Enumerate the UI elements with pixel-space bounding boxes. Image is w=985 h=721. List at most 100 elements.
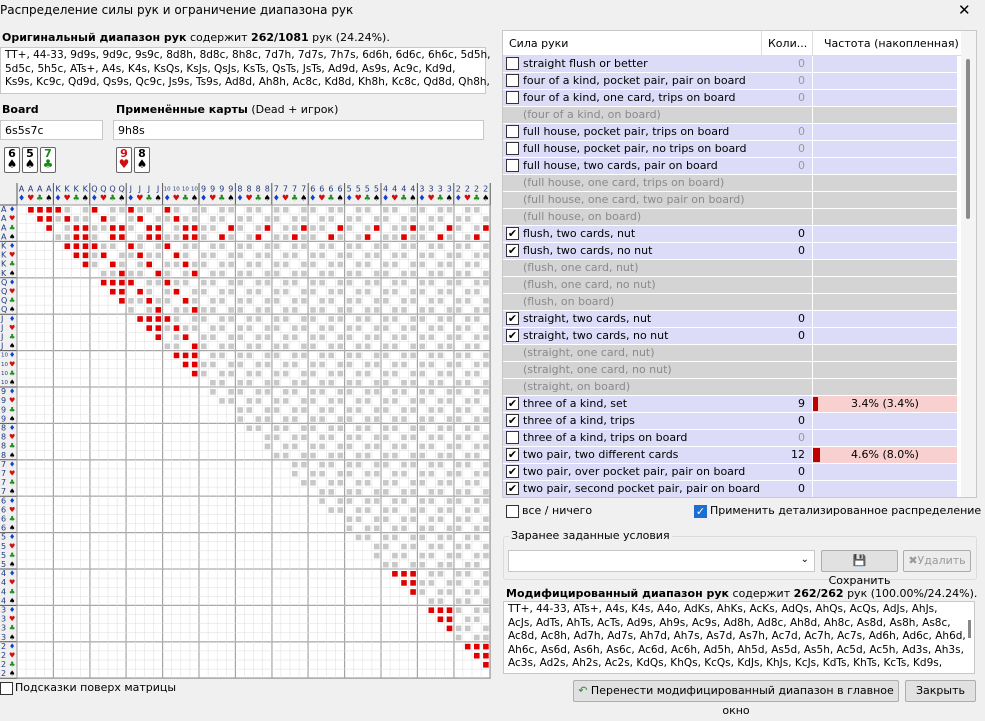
col-suit: ♠ [409, 194, 416, 203]
matrix-cell [282, 334, 289, 340]
matrix-cell [355, 261, 362, 268]
checkbox[interactable] [506, 125, 519, 138]
matrix-cell [210, 270, 216, 277]
matrix-cell [410, 507, 416, 513]
matrix-cell [210, 325, 216, 331]
checkbox[interactable]: ✔ [506, 244, 519, 257]
matrix-cell [301, 316, 307, 322]
matrix-cell [173, 216, 180, 222]
delete-button[interactable]: ✖Удалить [903, 550, 971, 572]
matrix-cell [301, 288, 307, 295]
matrix-cell [237, 243, 243, 249]
matrix-cell [292, 407, 298, 413]
label: Применённые карты [116, 103, 248, 116]
row-label: straight, two cards, nut [523, 312, 652, 325]
matrix-cell [419, 361, 425, 368]
matrix-cell [392, 443, 398, 450]
board-input[interactable]: 6s5s7c [0, 120, 103, 140]
row-label: three of a kind, trips [523, 414, 635, 427]
checkbox[interactable]: ✔ [506, 465, 519, 478]
row-rank: 5 [1, 551, 6, 560]
checkbox[interactable]: ✔ [506, 448, 519, 461]
checkbox[interactable]: ✔ [506, 397, 519, 410]
matrix-cell [337, 425, 344, 431]
matrix-cell [428, 525, 435, 532]
matrix-cell [464, 352, 471, 359]
matrix-cell [292, 243, 298, 249]
matrix-cell [483, 607, 489, 613]
matrix-cell [201, 316, 207, 322]
matrix-cell [191, 288, 198, 295]
card[interactable]: 6 ♠ [4, 147, 20, 173]
checkbox[interactable] [506, 91, 519, 104]
matrix-cell [301, 216, 307, 222]
row-rank: 4 [1, 569, 6, 578]
checkbox[interactable]: ✔ [506, 312, 519, 325]
scroll-thumb[interactable] [966, 59, 970, 219]
scrollbar[interactable] [961, 31, 976, 497]
matrix-cell [228, 334, 234, 340]
card[interactable]: 7 ♣ [40, 147, 56, 173]
matrix-cell [110, 225, 116, 231]
matrix-cell [419, 252, 425, 259]
row-rank: K [1, 260, 7, 269]
matrix-cell [282, 370, 289, 377]
range-line: Ks9s, Kc9c, Qd9d, Qs9s, Qc9c, Js9s, Ts9s… [5, 76, 490, 88]
checkbox-checked[interactable]: ✓ [694, 505, 707, 518]
row-count: 0 [798, 312, 805, 325]
matrix-cell [319, 443, 325, 450]
range-line: AcJs, AdTs, AhTs, AcTs, Ad9s, Ah9s, Ac9s… [508, 616, 951, 629]
matrix-cell [346, 470, 353, 477]
checkbox[interactable]: ✔ [506, 482, 519, 495]
original-range-box[interactable]: TT+, 44-33, 9d9s, 9d9c, 9s9c, 8d8h, 8d8c… [0, 47, 491, 94]
row-label: (flush, one card, no nut) [523, 278, 656, 291]
modified-range-box[interactable]: TT+, 44-33, ATs+, A4s, K4s, A4o, AdKs, A… [503, 601, 975, 674]
strength-table: Сила руки Коли... Частота (накопленная) … [502, 30, 977, 498]
checkbox[interactable] [506, 159, 519, 172]
row-rank: 8 [1, 451, 6, 460]
matrix-cell [146, 298, 152, 304]
close-button[interactable]: Закрыть [905, 680, 976, 702]
checkbox[interactable] [506, 142, 519, 155]
checkbox[interactable]: ✔ [506, 329, 519, 342]
checkbox[interactable] [506, 431, 519, 444]
matrix-cell [191, 261, 198, 268]
presets-dropdown[interactable]: ⌄ [508, 550, 815, 572]
matrix-cell [310, 288, 316, 295]
divider [812, 175, 813, 192]
checkbox[interactable] [506, 57, 519, 70]
col-suit: ♦ [273, 194, 280, 203]
matrix-cell [410, 207, 416, 213]
matrix-cell [55, 216, 61, 222]
checkbox[interactable]: ✔ [506, 414, 519, 427]
matrix-cell [428, 298, 435, 304]
checkbox[interactable]: ✔ [506, 227, 519, 240]
checkbox[interactable] [0, 682, 13, 695]
matrix-cell [392, 507, 398, 513]
checkbox[interactable] [506, 74, 519, 87]
matrix-cell [455, 516, 462, 522]
hand-matrix[interactable]: A♦A ♦A♥A ♥A♣A ♣A♠A ♠K♦K ♦K♥K ♥K♣K ♣K♠K ♠Q♦Q ♦Q♥Q ♥… [0, 183, 492, 681]
col-rank: 9 [219, 185, 224, 194]
save-button[interactable]: 💾Сохранить [821, 550, 898, 587]
matrix-cell [292, 352, 298, 359]
matrix-cell [428, 552, 435, 559]
matrix-cell [310, 370, 316, 377]
row-suit: ♥ [9, 397, 15, 405]
row-rank: 4 [1, 587, 6, 596]
matrix-cell [310, 470, 316, 477]
card[interactable]: 9 ♥ [116, 147, 132, 173]
row-suit: ♥ [9, 579, 15, 587]
matrix-cell [419, 589, 425, 595]
transfer-button[interactable]: ↶ Перенести модифицированный диапазон в … [573, 680, 899, 717]
row-rank: 8 [1, 442, 6, 451]
matrix-cell [455, 543, 462, 550]
card[interactable]: 8 ♠ [134, 147, 150, 173]
dead-input[interactable]: 9h8s [113, 120, 484, 140]
row-count: 0 [798, 125, 805, 138]
matrix-cell [483, 334, 489, 340]
close-icon[interactable]: ✕ [958, 1, 971, 19]
card[interactable]: 5 ♠ [22, 147, 38, 173]
checkbox[interactable] [506, 505, 519, 518]
matrix-cell [383, 489, 389, 495]
